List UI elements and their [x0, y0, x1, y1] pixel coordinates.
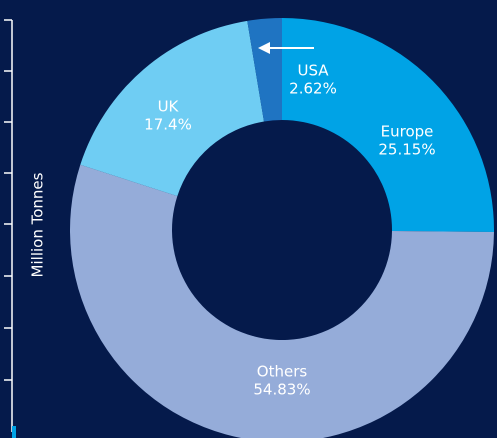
segment-name: UK [158, 98, 180, 116]
segment-name: Europe [381, 123, 434, 141]
donut-segment [247, 18, 282, 122]
donut-segment [80, 20, 264, 197]
y-axis-label: Million Tonnes [29, 172, 47, 277]
axis [4, 19, 13, 432]
donut-segment [70, 164, 494, 438]
segment-value-label: 54.83% [253, 381, 310, 399]
donut-segment [282, 18, 494, 232]
usa-arrow [258, 42, 314, 54]
segment-value-label: 2.62% [289, 80, 337, 98]
segment-name: Others [257, 363, 308, 381]
segment-value-label: 17.4% [144, 116, 192, 134]
axis-marker [12, 426, 16, 438]
segment-name: USA [297, 62, 329, 80]
donut [70, 18, 494, 438]
arrow-head [258, 42, 270, 54]
segment-value-label: 25.15% [378, 141, 435, 159]
